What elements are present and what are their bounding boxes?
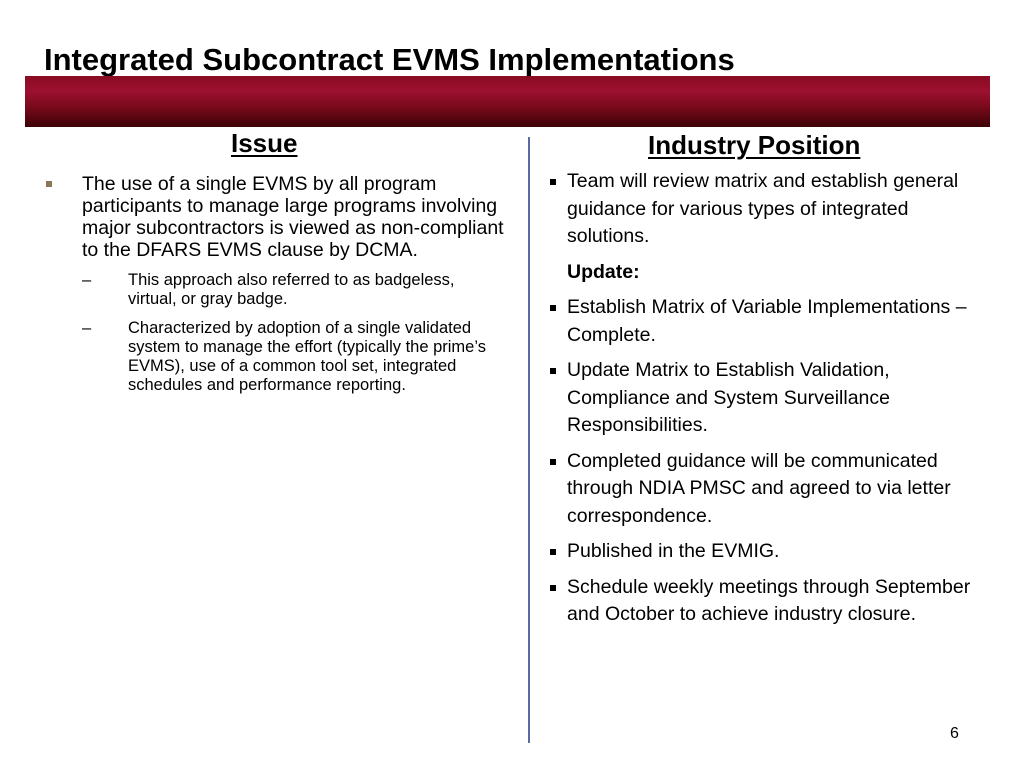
position-item-text: Completed guidance will be communicated …: [567, 449, 951, 527]
issue-heading: Issue: [231, 128, 298, 158]
square-bullet-icon: [46, 181, 52, 187]
position-item: Team will review matrix and establish ge…: [547, 168, 987, 251]
issue-sub-item-text: Characterized by adoption of a single va…: [128, 319, 486, 394]
position-item: Schedule weekly meetings through Septemb…: [547, 574, 987, 629]
dash-bullet-icon: –: [82, 319, 92, 337]
issue-sub-item: – This approach also referred to as badg…: [82, 271, 506, 309]
issue-bullet: The use of a single EVMS by all program …: [46, 173, 506, 261]
position-item-text: Team will review matrix and establish ge…: [567, 170, 959, 247]
issue-sub-list: – This approach also referred to as badg…: [46, 271, 506, 395]
square-bullet-icon: [550, 368, 556, 374]
industry-position-column: Team will review matrix and establish ge…: [547, 168, 987, 637]
position-item: Update Matrix to Establish Validation, C…: [547, 357, 987, 440]
dash-bullet-icon: –: [82, 271, 92, 289]
issue-bullet-text: The use of a single EVMS by all program …: [82, 173, 504, 261]
page-number: 6: [950, 725, 959, 742]
update-label: Update:: [567, 260, 640, 283]
title-banner: [25, 76, 990, 127]
square-bullet-icon: [550, 549, 556, 555]
issue-sub-item-text: This approach also referred to as badgel…: [128, 271, 455, 308]
issue-sub-item: – Characterized by adoption of a single …: [82, 319, 506, 395]
square-bullet-icon: [550, 179, 556, 185]
square-bullet-icon: [550, 458, 556, 465]
position-item-text: Published in the EVMIG.: [567, 540, 780, 562]
square-bullet-icon: [550, 584, 556, 591]
position-item: Published in the EVMIG.: [547, 538, 987, 566]
position-item: Establish Matrix of Variable Implementat…: [547, 294, 987, 349]
slide-title: Integrated Subcontract EVMS Implementati…: [44, 42, 735, 77]
position-item-text: Schedule weekly meetings through Septemb…: [567, 575, 971, 626]
column-divider: [528, 137, 530, 743]
position-item-text: Establish Matrix of Variable Implementat…: [567, 296, 967, 346]
position-item-text: Update Matrix to Establish Validation, C…: [567, 359, 890, 436]
industry-position-heading: Industry Position: [648, 130, 861, 160]
square-bullet-icon: [550, 305, 556, 311]
issue-column: The use of a single EVMS by all program …: [46, 173, 506, 405]
position-item: Completed guidance will be communicated …: [547, 448, 987, 531]
